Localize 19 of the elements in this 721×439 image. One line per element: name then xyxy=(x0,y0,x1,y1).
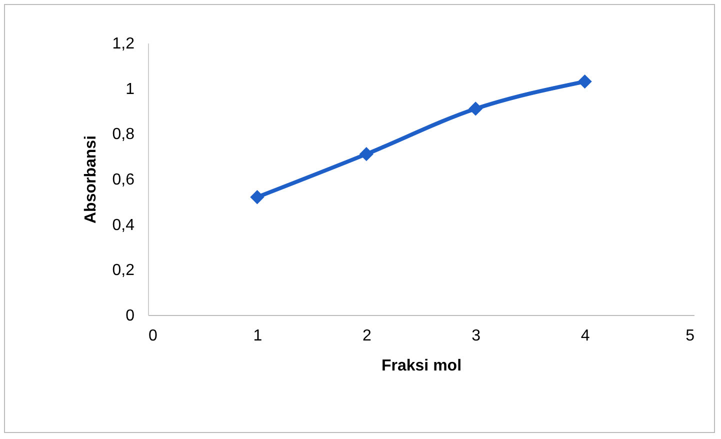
x-tick-label: 0 xyxy=(148,328,158,344)
x-tick-label: 3 xyxy=(472,328,481,344)
y-tick-label: 1 xyxy=(126,80,135,98)
point xyxy=(468,102,483,116)
x-tick-label: 5 xyxy=(686,328,695,344)
x-tick-label: 4 xyxy=(580,328,590,344)
y-tick-label: 1,2 xyxy=(112,36,135,52)
y-tick-label: 0 xyxy=(126,308,135,324)
point xyxy=(359,146,374,162)
y-tick-label: 0,4 xyxy=(112,216,135,234)
point xyxy=(578,74,592,89)
x-axis-title: Fraksi mol xyxy=(381,358,462,374)
x-tick-label: 2 xyxy=(362,328,372,344)
y-axis-title: Absorbansi xyxy=(82,135,100,224)
x-tick-label: 1 xyxy=(253,328,262,344)
y-tick-label: 0,6 xyxy=(112,172,135,188)
y-tick-label: 0,8 xyxy=(112,126,135,144)
point xyxy=(250,190,264,204)
y-tick-label: 0,2 xyxy=(112,262,135,280)
